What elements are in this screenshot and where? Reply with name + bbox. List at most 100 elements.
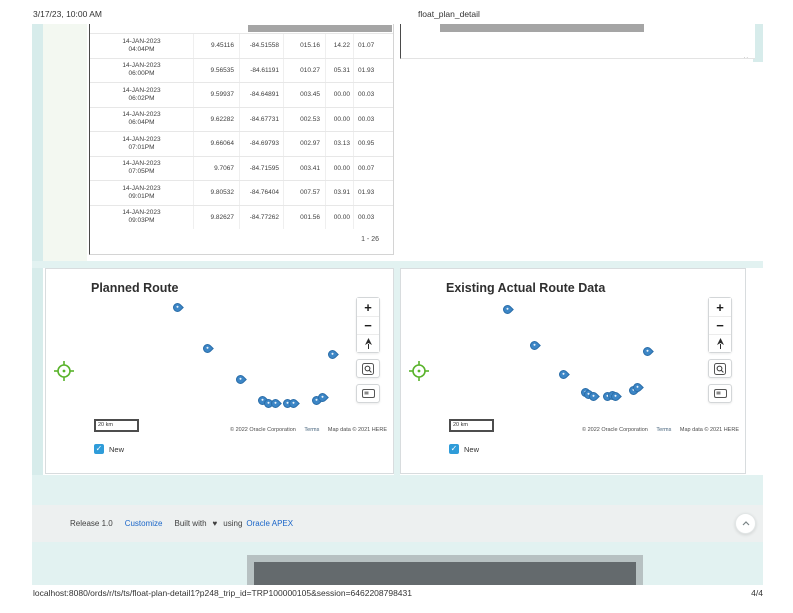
built-with-label: Built with [174, 519, 207, 528]
compass-icon [364, 337, 372, 349]
table-row[interactable]: 14-JAN-2023 09:01PM 9.80532 -84.76404 007.57… [90, 180, 393, 205]
legend-label: New [109, 444, 125, 454]
page-background-strip-right [753, 24, 763, 62]
col4-cell: 002.97 [284, 132, 326, 156]
latitude-cell: 9.45116 [194, 34, 240, 58]
latitude-cell: 9.62282 [194, 107, 240, 131]
table-row[interactable]: 14-JAN-2023 09:03PM 9.82627 -84.77262 001.56… [90, 204, 393, 229]
latitude-cell: 9.56535 [194, 58, 240, 82]
map-data-text: Map data © 2021 HERE [679, 427, 739, 433]
horizontal-scrollbar[interactable] [248, 25, 392, 32]
zoom-in-button[interactable]: + [709, 298, 731, 316]
map-pin[interactable] [326, 348, 339, 361]
oracle-apex-link[interactable]: Oracle APEX [246, 519, 294, 528]
col4-cell: 003.41 [284, 156, 326, 180]
longitude-cell: -84.76404 [240, 181, 284, 205]
table-row[interactable]: 14-JAN-2023 04:04PM 9.45116 -84.51558 015.16… [90, 33, 393, 58]
app-footer-bar: Release 1.0 Customize Built with ♥ using… [32, 505, 763, 542]
map-pin[interactable] [201, 342, 214, 355]
col5-cell: 03.13 [326, 132, 354, 156]
terms-link[interactable]: Terms [304, 427, 320, 433]
timestamp-cell: 14-JAN-2023 09:03PM [90, 205, 194, 229]
trip-log-table: 14-JAN-2023 04:04PM 9.45116 -84.51558 015.16… [90, 33, 393, 229]
legend-checkbox[interactable]: ✓ [94, 444, 104, 454]
latitude-cell: 9.7067 [194, 156, 240, 180]
magnifier-icon [714, 362, 726, 375]
map-markers-layer [46, 269, 393, 473]
clipped-region: ∙∙ [400, 24, 755, 61]
table-row[interactable]: 14-JAN-2023 07:05PM 9.7067 -84.71595 003.41 0… [90, 155, 393, 180]
content-body-strip [43, 24, 87, 262]
col5-cell: 03.91 [326, 181, 354, 205]
latitude-cell: 9.80532 [194, 181, 240, 205]
copyright-text: © 2022 Oracle Corporation [230, 427, 296, 433]
col6-cell: 00.03 [358, 91, 375, 99]
col4-cell: 010.27 [284, 58, 326, 82]
map-attribution: © 2022 Oracle Corporation Terms Map data… [582, 427, 739, 433]
col6-cell: 00.03 [358, 115, 375, 123]
zoom-control-group: + − [356, 297, 380, 353]
using-label: using [223, 519, 243, 528]
zoom-out-button[interactable]: − [357, 316, 379, 334]
col6-cell: 00.07 [358, 164, 375, 172]
longitude-cell: -84.51558 [240, 34, 284, 58]
zoom-to-area-button[interactable] [708, 359, 732, 378]
col6-cell: 01.93 [358, 189, 375, 197]
customize-link[interactable]: Customize [124, 519, 163, 528]
zoom-to-area-button[interactable] [356, 359, 380, 378]
print-datetime: 3/17/23, 10:00 AM [33, 9, 102, 19]
current-location-icon[interactable] [53, 360, 75, 382]
legend-label: New [464, 444, 480, 454]
map-pin[interactable] [528, 339, 541, 352]
release-label: Release 1.0 [70, 519, 113, 528]
map-pin[interactable] [641, 345, 654, 358]
col5-cell: 00.00 [326, 156, 354, 180]
map-pin[interactable] [234, 373, 247, 386]
background-band [32, 261, 763, 268]
table-row[interactable]: 14-JAN-2023 06:00PM 9.56535 -84.61191 010.27… [90, 57, 393, 82]
longitude-cell: -84.71595 [240, 156, 284, 180]
reset-north-button[interactable] [357, 334, 379, 352]
latitude-cell: 9.59937 [194, 83, 240, 107]
table-row[interactable]: 14-JAN-2023 06:04PM 9.62282 -84.67731 002.53… [90, 106, 393, 131]
col4-cell: 003.45 [284, 83, 326, 107]
print-page-number: 4/4 [751, 588, 763, 598]
chevron-up-icon [742, 521, 749, 526]
reset-north-button[interactable] [709, 334, 731, 352]
timestamp-cell: 14-JAN-2023 07:01PM [90, 132, 194, 156]
map-pin[interactable] [171, 301, 184, 314]
horizontal-scrollbar[interactable] [440, 24, 644, 32]
map-title: Planned Route [91, 281, 179, 295]
timestamp-cell: 14-JAN-2023 06:04PM [90, 107, 194, 131]
col4-cell: 001.56 [284, 205, 326, 229]
col5-cell: 05.31 [326, 58, 354, 82]
scroll-to-top-button[interactable] [735, 513, 756, 534]
zoom-in-button[interactable]: + [357, 298, 379, 316]
zoom-out-button[interactable]: − [709, 316, 731, 334]
legend-checkbox[interactable]: ✓ [449, 444, 459, 454]
timestamp-cell: 14-JAN-2023 07:05PM [90, 156, 194, 180]
map-legend: ✓ New [94, 444, 124, 454]
table-row[interactable]: 14-JAN-2023 06:02PM 9.59937 -84.64891 003.45… [90, 82, 393, 107]
actual-route-map-region: Existing Actual Route Data + − [400, 268, 746, 474]
map-markers-layer [401, 269, 745, 473]
map-legend: ✓ New [449, 444, 479, 454]
col6-cell: 00.03 [358, 213, 375, 221]
map-title: Existing Actual Route Data [446, 281, 606, 295]
current-location-icon[interactable] [408, 360, 430, 382]
overview-map-button[interactable] [356, 384, 380, 403]
map-pin[interactable] [557, 368, 570, 381]
timestamp-cell: 14-JAN-2023 04:04PM [90, 34, 194, 58]
col5-cell: 14.22 [326, 34, 354, 58]
print-title: float_plan_detail [418, 9, 480, 19]
planned-route-map-region: Planned Route + − [45, 268, 394, 474]
overview-map-button[interactable] [708, 384, 732, 403]
col6-cell: 01.07 [358, 42, 375, 50]
terms-link[interactable]: Terms [656, 427, 672, 433]
print-url: localhost:8080/ords/r/ts/ts/float-plan-d… [33, 588, 412, 598]
map-pin[interactable] [501, 303, 514, 316]
bottom-scrollbar-thumb[interactable] [254, 562, 636, 585]
timestamp-cell: 14-JAN-2023 06:00PM [90, 58, 194, 82]
table-row[interactable]: 14-JAN-2023 07:01PM 9.66064 -84.69793 002.97… [90, 131, 393, 156]
col6-cell: 00.95 [358, 140, 375, 148]
